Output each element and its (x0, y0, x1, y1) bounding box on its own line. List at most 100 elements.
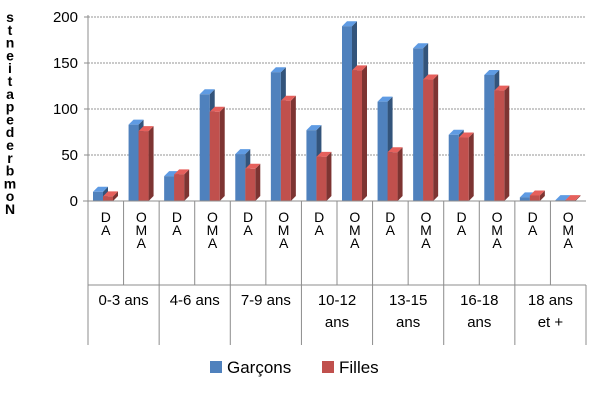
bar-top-0-11 (484, 69, 500, 75)
y-tick-label-1: 50 (61, 147, 78, 164)
bar-0-4 (235, 154, 246, 201)
category-label-1: OMA (136, 209, 148, 251)
bar-1-8 (387, 152, 398, 201)
bar-top-0-9 (413, 43, 429, 49)
bar-side-1-13 (575, 195, 581, 201)
category-label-5: OMA (278, 209, 290, 251)
category-label-7: OMA (349, 209, 361, 251)
bar-side-1-2 (184, 169, 190, 201)
category-label-letter: A (315, 222, 325, 238)
category-label-letter: M (420, 222, 432, 238)
y-axis-title-letter: e (6, 137, 14, 153)
y-axis-title-letter: t (8, 22, 13, 38)
y-axis-title-letter: e (6, 111, 14, 127)
bar-0-11 (484, 74, 495, 201)
bar-side-1-1 (148, 126, 154, 201)
y-axis-title-letter: n (6, 35, 15, 51)
bar-0-6 (306, 130, 317, 201)
group-label-3: 10-12 (318, 292, 356, 309)
category-label-letter: O (349, 209, 360, 225)
category-label-letter: D (314, 209, 324, 225)
bar-top-1-5 (280, 95, 296, 101)
category-label-10: DA (456, 209, 466, 238)
y-tick-label-2: 100 (53, 101, 78, 118)
y-tick-label-4: 200 (53, 9, 78, 26)
bar-side-1-12 (539, 190, 545, 201)
axes (83, 15, 587, 345)
category-label-9: OMA (420, 209, 432, 251)
category-label-letter: A (208, 235, 218, 251)
y-axis-title-letter: m (4, 175, 16, 191)
y-axis-title-letter: s (6, 9, 14, 25)
category-label-6: DA (314, 209, 324, 238)
category-label-letter: M (136, 222, 148, 238)
bar-side-1-6 (326, 151, 332, 201)
group-label-2: 7-9 ans (241, 292, 291, 309)
category-label-11: OMA (491, 209, 503, 251)
y-axis-title-letter: t (8, 73, 13, 89)
bar-top-0-3 (199, 89, 215, 95)
y-axis-title-letter: r (7, 150, 13, 166)
category-label-letter: O (563, 209, 574, 225)
bar-1-3 (209, 111, 220, 201)
category-label-2: DA (172, 209, 182, 238)
y-tick-labels: 0 50 100 150 200 (53, 9, 78, 210)
bar-1-1 (138, 131, 149, 201)
category-label-letter: A (350, 235, 360, 251)
y-tick-label-3: 150 (53, 55, 78, 72)
bar-side-1-3 (219, 106, 225, 201)
bar-0-8 (377, 101, 388, 201)
category-label-letter: A (564, 235, 574, 251)
category-label-letter: A (492, 235, 502, 251)
bar-top-0-4 (235, 149, 251, 155)
bar-top-0-10 (448, 129, 464, 135)
y-tick-label-0: 0 (70, 193, 78, 210)
bar-1-7 (352, 70, 362, 201)
bar-1-2 (174, 174, 185, 201)
bar-top-1-13 (565, 195, 581, 201)
bar-1-9 (423, 79, 434, 201)
bar-0-2 (164, 176, 175, 201)
y-axis-title-letter: o (6, 188, 15, 204)
category-label-letter: O (492, 209, 503, 225)
category-label-letter: A (101, 222, 111, 238)
bar-1-11 (494, 90, 505, 201)
category-label-letter: M (207, 222, 219, 238)
category-label-letter: A (421, 235, 431, 251)
bar-side-1-0 (113, 191, 118, 201)
bar-top-1-0 (103, 191, 118, 197)
category-label-letter: O (278, 209, 289, 225)
category-label-letter: O (207, 209, 218, 225)
bar-side-1-10 (468, 132, 474, 201)
bar-top-1-4 (245, 163, 261, 169)
category-label-letter: D (385, 209, 395, 225)
category-label-letter: A (528, 222, 538, 238)
y-axis-title-letter: a (6, 86, 14, 102)
bar-top-0-5 (270, 67, 286, 73)
bar-side-1-8 (397, 147, 403, 201)
bar-top-1-6 (316, 151, 332, 157)
category-label-letter: M (349, 222, 361, 238)
bar-0-10 (448, 134, 459, 201)
y-axis-title-letter: N (5, 201, 15, 217)
category-label-letter: M (562, 222, 574, 238)
gridlines (88, 16, 586, 156)
legend-swatch-1 (322, 361, 334, 373)
bar-0-0 (93, 191, 103, 201)
bar-top-1-7 (352, 65, 367, 71)
bar-top-1-10 (458, 132, 474, 138)
legend-label-1: Filles (339, 358, 379, 377)
category-label-0: DA (101, 209, 111, 238)
bar-top-1-3 (209, 106, 225, 112)
category-label-letter: O (420, 209, 431, 225)
bar-top-1-2 (174, 169, 190, 175)
bar-side-1-4 (255, 163, 261, 201)
bar-1-6 (316, 156, 327, 201)
legend: Garçons Filles (210, 358, 379, 377)
group-label-5: ans (467, 314, 491, 331)
bar-1-0 (103, 196, 113, 201)
category-label-8: DA (385, 209, 395, 238)
